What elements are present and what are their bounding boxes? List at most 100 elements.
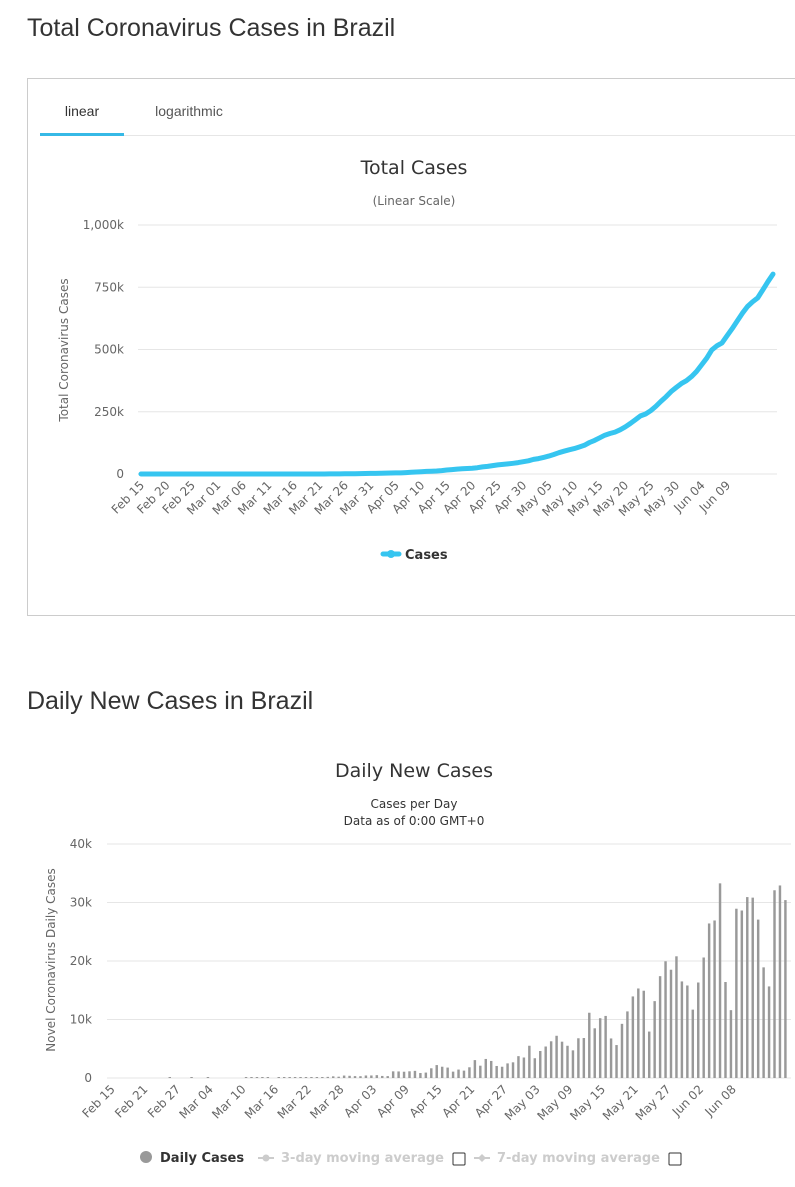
bar-daily-cases[interactable] xyxy=(653,1001,656,1078)
bar-daily-cases[interactable] xyxy=(680,981,684,1078)
bar-daily-cases[interactable] xyxy=(206,1077,210,1078)
bar-daily-cases[interactable] xyxy=(549,1041,553,1078)
bar-daily-cases[interactable] xyxy=(544,1046,547,1079)
bar-daily-cases[interactable] xyxy=(321,1077,324,1078)
bar-daily-cases[interactable] xyxy=(773,890,776,1078)
bar-daily-cases[interactable] xyxy=(304,1077,308,1078)
bar-daily-cases[interactable] xyxy=(359,1076,362,1078)
bar-daily-cases[interactable] xyxy=(555,1035,558,1078)
bar-daily-cases[interactable] xyxy=(397,1071,400,1078)
bar-daily-cases[interactable] xyxy=(353,1076,357,1078)
legend-item-daily-cases[interactable]: Daily Cases xyxy=(140,1151,244,1166)
tab-linear[interactable]: linear xyxy=(40,99,124,136)
bar-daily-cases[interactable] xyxy=(310,1077,313,1078)
bar-daily-cases[interactable] xyxy=(424,1072,428,1078)
bar-daily-cases[interactable] xyxy=(402,1071,406,1078)
bar-daily-cases[interactable] xyxy=(697,982,700,1079)
bar-daily-cases[interactable] xyxy=(664,961,667,1078)
bar-daily-cases[interactable] xyxy=(375,1075,379,1078)
bar-daily-cases[interactable] xyxy=(250,1077,253,1078)
bar-daily-cases[interactable] xyxy=(566,1045,569,1078)
bar-daily-cases[interactable] xyxy=(533,1058,537,1078)
bar-daily-cases[interactable] xyxy=(675,956,678,1078)
bar-daily-cases[interactable] xyxy=(751,897,754,1078)
bar-daily-cases[interactable] xyxy=(647,1031,651,1078)
bar-daily-cases[interactable] xyxy=(620,1023,624,1078)
bar-daily-cases[interactable] xyxy=(615,1045,618,1078)
bar-daily-cases[interactable] xyxy=(517,1056,520,1078)
bar-daily-cases[interactable] xyxy=(631,996,635,1078)
bar-daily-cases[interactable] xyxy=(440,1066,444,1078)
bar-daily-cases[interactable] xyxy=(342,1075,346,1078)
bar-daily-cases[interactable] xyxy=(735,908,738,1078)
bar-daily-cases[interactable] xyxy=(762,967,765,1078)
bar-daily-cases[interactable] xyxy=(784,900,787,1078)
bar-daily-cases[interactable] xyxy=(293,1077,297,1078)
bar-daily-cases[interactable] xyxy=(315,1077,319,1078)
bar-daily-cases[interactable] xyxy=(767,986,771,1078)
bar-daily-cases[interactable] xyxy=(669,969,673,1078)
bar-daily-cases[interactable] xyxy=(266,1077,270,1078)
bar-daily-cases[interactable] xyxy=(506,1063,509,1078)
bar-daily-cases[interactable] xyxy=(381,1075,384,1078)
bar-daily-cases[interactable] xyxy=(288,1077,291,1078)
bar-daily-cases[interactable] xyxy=(724,982,727,1078)
bar-daily-cases[interactable] xyxy=(713,920,716,1078)
bar-daily-cases[interactable] xyxy=(588,1012,591,1078)
checkbox-7day-average[interactable] xyxy=(668,1152,682,1166)
bar-daily-cases[interactable] xyxy=(582,1038,586,1078)
bar-daily-cases[interactable] xyxy=(479,1065,482,1078)
bar-daily-cases[interactable] xyxy=(577,1038,580,1078)
bar-daily-cases[interactable] xyxy=(560,1041,564,1078)
bar-daily-cases[interactable] xyxy=(462,1070,466,1078)
legend-item-3day-average[interactable]: 3-day moving average xyxy=(258,1151,444,1166)
bar-daily-cases[interactable] xyxy=(598,1018,602,1078)
bar-daily-cases[interactable] xyxy=(386,1076,389,1078)
bar-daily-cases[interactable] xyxy=(626,1011,629,1078)
bar-daily-cases[interactable] xyxy=(299,1077,302,1078)
legend-item-7day-average[interactable]: 7-day moving average xyxy=(474,1151,660,1166)
bar-daily-cases[interactable] xyxy=(746,897,749,1078)
bar-daily-cases[interactable] xyxy=(778,885,782,1078)
bar-daily-cases[interactable] xyxy=(658,976,662,1078)
bar-daily-cases[interactable] xyxy=(642,990,645,1078)
bar-daily-cases[interactable] xyxy=(391,1071,395,1078)
bar-daily-cases[interactable] xyxy=(707,923,711,1078)
bar-daily-cases[interactable] xyxy=(282,1077,286,1078)
bar-daily-cases[interactable] xyxy=(451,1071,455,1078)
bar-daily-cases[interactable] xyxy=(408,1071,411,1078)
bar-daily-cases[interactable] xyxy=(702,957,705,1079)
bar-daily-cases[interactable] xyxy=(255,1077,259,1078)
bar-daily-cases[interactable] xyxy=(593,1028,596,1078)
bar-daily-cases[interactable] xyxy=(419,1073,422,1078)
bar-daily-cases[interactable] xyxy=(244,1077,248,1078)
tab-logarithmic[interactable]: logarithmic xyxy=(155,103,223,119)
bar-daily-cases[interactable] xyxy=(484,1058,487,1078)
bar-daily-cases[interactable] xyxy=(571,1050,575,1078)
bar-daily-cases[interactable] xyxy=(604,1015,607,1078)
bar-daily-cases[interactable] xyxy=(740,910,744,1079)
bar-daily-cases[interactable] xyxy=(729,1010,733,1078)
bar-daily-cases[interactable] xyxy=(528,1045,531,1078)
bar-daily-cases[interactable] xyxy=(370,1075,373,1078)
bar-daily-cases[interactable] xyxy=(277,1077,280,1078)
bar-daily-cases[interactable] xyxy=(261,1077,264,1078)
bar-daily-cases[interactable] xyxy=(539,1051,542,1078)
bar-daily-cases[interactable] xyxy=(430,1068,433,1078)
bar-daily-cases[interactable] xyxy=(718,883,722,1078)
bar-daily-cases[interactable] xyxy=(337,1076,340,1078)
bar-daily-cases[interactable] xyxy=(326,1076,329,1078)
bar-daily-cases[interactable] xyxy=(686,985,689,1078)
bar-daily-cases[interactable] xyxy=(168,1077,172,1078)
bar-daily-cases[interactable] xyxy=(435,1065,438,1078)
bar-daily-cases[interactable] xyxy=(511,1062,515,1078)
checkbox-3day-average[interactable] xyxy=(452,1152,466,1166)
bar-daily-cases[interactable] xyxy=(500,1066,504,1078)
bar-daily-cases[interactable] xyxy=(446,1067,449,1078)
legend-item-cases[interactable]: Cases xyxy=(380,548,448,563)
bar-daily-cases[interactable] xyxy=(457,1069,460,1078)
bar-daily-cases[interactable] xyxy=(364,1075,368,1078)
bar-daily-cases[interactable] xyxy=(332,1076,335,1078)
bar-daily-cases[interactable] xyxy=(756,919,760,1078)
bar-daily-cases[interactable] xyxy=(522,1057,526,1078)
